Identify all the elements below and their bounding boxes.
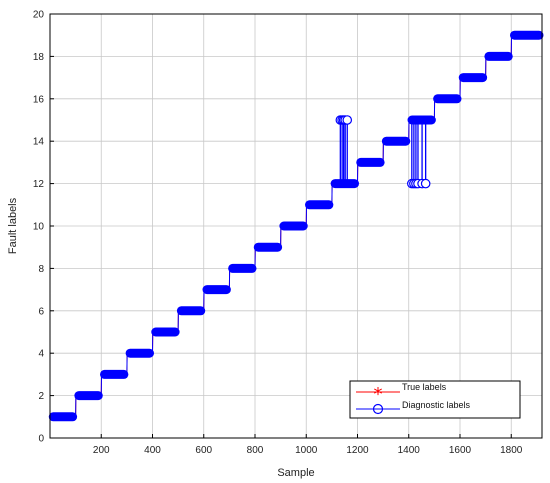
x-tick-label: 400: [144, 445, 161, 456]
x-axis-ticks: 200 400 600 800 1000 1200 1400 1600 1800: [93, 434, 523, 456]
misclassified-point: [420, 178, 431, 189]
misclassified-point: [342, 115, 353, 125]
x-tick-label: 800: [247, 445, 264, 456]
x-tick-label: 1400: [398, 445, 421, 456]
x-tick-label: 600: [195, 445, 212, 456]
x-tick-label: 1600: [449, 445, 472, 456]
x-tick-label: 200: [93, 445, 110, 456]
legend-diagnostic-labels-marker: [372, 403, 384, 415]
y-tick-label: 4: [38, 349, 44, 360]
x-tick-label: 1000: [295, 445, 318, 456]
legend-true-labels-marker: *: [374, 384, 383, 405]
y-tick-label: 0: [38, 434, 44, 445]
y-tick-label: 6: [38, 306, 44, 317]
x-tick-label: 1800: [500, 445, 523, 456]
legend-box: [349, 380, 521, 419]
y-tick-label: 18: [33, 52, 45, 63]
y-tick-label: 16: [33, 94, 45, 105]
y-tick-label: 20: [33, 10, 45, 21]
legend-true-labels-text: True labels: [402, 382, 447, 392]
plot-area: [48, 30, 544, 422]
y-axis-ticks: 0 2 4 6 8 10 12 14 16 18 20: [33, 10, 54, 445]
y-tick-label: 10: [33, 222, 45, 233]
y-tick-label: 12: [33, 179, 45, 190]
y-tick-label: 8: [38, 264, 44, 275]
x-tick-label: 1200: [346, 445, 369, 456]
y-tick-label: 2: [38, 391, 44, 402]
y-axis-label: Fault labels: [7, 197, 19, 254]
x-axis-label: Sample: [277, 467, 314, 479]
legend: * True labels Diagnostic labels: [349, 380, 521, 419]
y-tick-label: 14: [33, 137, 45, 148]
legend-diagnostic-labels-text: Diagnostic labels: [402, 400, 471, 410]
